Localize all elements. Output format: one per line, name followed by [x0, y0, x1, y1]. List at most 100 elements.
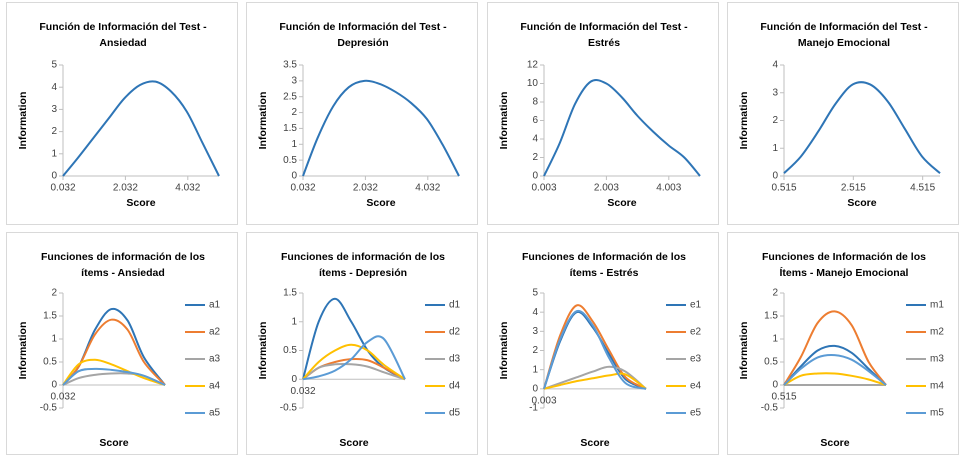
x-axis-title: Score [99, 437, 128, 449]
chart-title: Funciones de información de los [281, 251, 445, 263]
y-tick-label: 8 [532, 97, 538, 108]
y-tick-label: 2 [772, 115, 778, 126]
y-tick-label: 1 [291, 139, 297, 150]
y-axis-title: Information [17, 322, 29, 380]
y-axis-title: Information [17, 92, 29, 150]
y-tick-label: 0.5 [283, 345, 297, 356]
legend-label: a5 [209, 408, 221, 419]
y-tick-label: 0 [51, 380, 57, 391]
y-tick-label: 4 [532, 134, 538, 145]
x-tick-label: 4.032 [415, 183, 440, 194]
y-tick-label: 4 [532, 307, 538, 318]
y-tick-label: 3.5 [283, 60, 297, 71]
x-tick-label: 2.032 [113, 183, 138, 194]
x-tick-label: 4.003 [656, 183, 681, 194]
y-tick-label: 2 [532, 345, 538, 356]
x-axis-title: Score [580, 437, 609, 449]
legend-label: e5 [690, 408, 702, 419]
data-line [302, 335, 406, 381]
data-line [302, 362, 406, 381]
x-axis-title: Score [607, 197, 636, 209]
x-tick-label: 2.032 [353, 183, 378, 194]
chart-title: Funciones de Información de los [522, 251, 686, 263]
x-tick-label: 0.032 [290, 183, 315, 194]
chart-title: ítems - Estrés [570, 267, 639, 279]
y-tick-label: 3 [772, 87, 778, 98]
y-tick-label: 1 [291, 316, 297, 327]
x-tick-label: 0.515 [771, 392, 796, 403]
chart-title: Función de Información del Test - [39, 21, 207, 33]
y-tick-label: 1 [772, 334, 778, 345]
y-tick-label: 0 [291, 374, 297, 385]
x-axis-title: Score [366, 197, 395, 209]
y-tick-label: 2 [772, 288, 778, 299]
y-tick-label: 12 [527, 60, 539, 71]
chart-title: Función de Información del Test - [520, 21, 688, 33]
y-tick-label: 1.5 [43, 311, 57, 322]
y-axis-title: Information [257, 92, 269, 150]
legend-label: d4 [449, 381, 461, 392]
y-tick-label: 0.5 [764, 357, 778, 368]
data-line [783, 353, 887, 386]
y-tick-label: -0.5 [40, 403, 58, 414]
x-tick-label: 0.003 [531, 183, 556, 194]
y-tick-label: 2.5 [283, 91, 297, 102]
x-axis-title: Score [339, 437, 368, 449]
data-line [62, 367, 166, 386]
chart-title: Función de Información del Test - [279, 21, 447, 33]
legend-label: a2 [209, 327, 221, 338]
chart-title: Ítems - Manejo Emocional [780, 266, 909, 279]
chart-title: Funciones de información de los [41, 251, 205, 263]
chart-panel: Funciones de Información de los ítems - E… [487, 232, 719, 455]
y-tick-label: 6 [532, 115, 538, 126]
legend-label: a4 [209, 381, 221, 392]
x-tick-label: 2.003 [594, 183, 619, 194]
y-tick-label: 2 [51, 126, 57, 137]
x-tick-label: 2.515 [841, 183, 866, 194]
y-tick-label: 1 [51, 148, 57, 159]
x-tick-label: 0.032 [50, 183, 75, 194]
chart-title: Estrés [588, 37, 620, 49]
y-tick-label: 5 [51, 60, 57, 71]
legend-label: m2 [930, 327, 944, 338]
legend-label: m3 [930, 354, 944, 365]
chart-title: ítems - Ansiedad [81, 267, 165, 279]
y-tick-label: -1 [529, 403, 538, 414]
y-tick-label: 4 [51, 82, 57, 93]
x-tick-label: 0.515 [771, 183, 796, 194]
legend-label: e1 [690, 300, 702, 311]
y-tick-label: 3 [51, 104, 57, 115]
data-line [62, 318, 166, 386]
chart-title: Depresión [337, 37, 388, 49]
y-tick-label: 0 [51, 171, 57, 182]
x-tick-label: 4.515 [910, 183, 935, 194]
y-tick-label: 1.5 [283, 123, 297, 134]
y-tick-label: 0 [772, 171, 778, 182]
data-line [543, 309, 647, 390]
y-tick-label: 0.5 [283, 155, 297, 166]
data-line [783, 81, 941, 174]
y-tick-label: 0 [532, 383, 538, 394]
y-tick-label: 0 [772, 380, 778, 391]
chart-panel: Función de Información del Test - Ansieda… [6, 2, 238, 225]
chart-title: ítems - Depresión [319, 267, 407, 279]
data-line [783, 344, 887, 386]
legend-label: m5 [930, 408, 944, 419]
y-tick-label: -0.5 [280, 403, 298, 414]
x-axis-title: Score [847, 197, 876, 209]
legend-label: a1 [209, 300, 221, 311]
x-tick-label: 4.032 [175, 183, 200, 194]
data-line [543, 79, 701, 177]
y-axis-title: Information [738, 322, 750, 380]
legend-label: a3 [209, 354, 221, 365]
y-tick-label: 0 [532, 171, 538, 182]
y-tick-label: 2 [532, 152, 538, 163]
chart-title: Ansiedad [99, 37, 146, 49]
chart-panel: Funciones de información de los ítems - A… [6, 232, 238, 455]
data-line [543, 372, 647, 390]
data-line [302, 343, 406, 381]
chart-panel: Funciones de Información de los Ítems - M… [727, 232, 959, 455]
y-axis-title: Information [738, 92, 750, 150]
y-axis-title: Information [498, 92, 510, 150]
